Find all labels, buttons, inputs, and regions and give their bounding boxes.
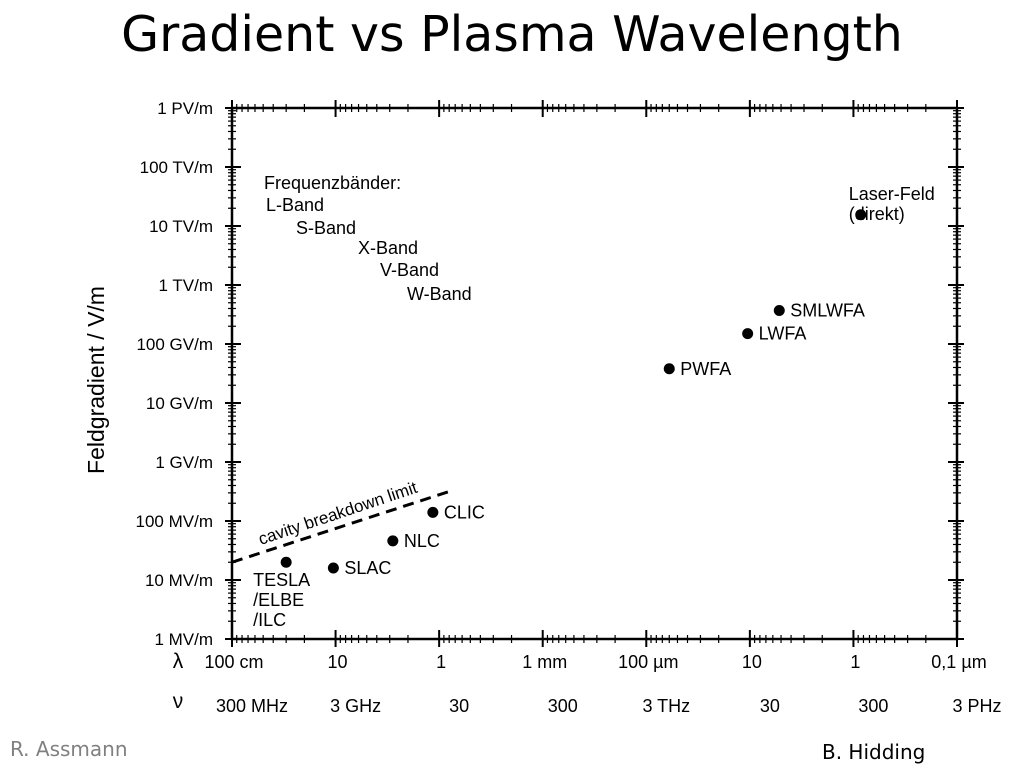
- y-tick-label: 100 MV/m: [136, 512, 213, 531]
- data-point-label: Laser-Feld (direkt): [849, 184, 935, 224]
- frequency-tick-label: 300: [548, 696, 578, 716]
- frequency-tick-label: 30: [449, 696, 469, 716]
- data-point-label-line: /ELBE: [253, 590, 304, 610]
- data-point-label-line: PWFA: [680, 359, 731, 379]
- data-point-label: PWFA: [680, 359, 731, 379]
- band-label: S-Band: [296, 218, 356, 238]
- x-tick-label: 100 µm: [618, 652, 678, 672]
- data-point-label-line: SLAC: [344, 558, 391, 578]
- frequency-axis-symbol: ν: [173, 690, 184, 713]
- y-tick-label: 1 MV/m: [154, 630, 213, 649]
- frequency-tick-label: 3 THz: [642, 696, 690, 716]
- data-point: [855, 209, 867, 221]
- bands-heading: Frequenzbänder:: [264, 173, 401, 193]
- figure-credit: B. Hidding: [822, 740, 926, 764]
- data-point-label: SLAC: [344, 558, 391, 578]
- data-point-label-line: CLIC: [444, 502, 485, 522]
- x-tick-label: 1: [850, 652, 860, 672]
- frequency-axis: 300 MHz 3 GHz 30 300 3 THz 30 300 3 PHz: [216, 696, 1002, 716]
- data-point-label-line: SMLWFA: [790, 300, 865, 320]
- data-point: [427, 506, 439, 518]
- x-axis: 100 cm 10 1 1 mm 100 µm 10 1 0,1 µm: [204, 100, 987, 672]
- y-tick-label: 10 MV/m: [145, 571, 213, 590]
- data-point: [773, 304, 785, 316]
- band-label: V-Band: [380, 260, 439, 280]
- frequency-tick-label: 3 GHz: [330, 696, 381, 716]
- band-label: W-Band: [407, 284, 472, 304]
- data-point: [663, 363, 675, 375]
- plot-frame: [230, 106, 959, 641]
- data-point-label-line: LWFA: [759, 324, 807, 344]
- data-point: [280, 556, 292, 568]
- y-tick-label: 10 GV/m: [146, 394, 213, 413]
- y-tick-label: 1 PV/m: [157, 99, 213, 118]
- x-tick-label: 1 mm: [522, 652, 567, 672]
- data-point-label-line: (direkt): [849, 204, 905, 224]
- frequency-tick-label: 3 PHz: [952, 696, 1001, 716]
- y-axis-label: Feldgradient / V/m: [83, 286, 109, 474]
- band-label: X-Band: [358, 238, 418, 258]
- frequency-tick-label: 30: [760, 696, 780, 716]
- data-point-label: CLIC: [444, 502, 485, 522]
- data-point-label: LWFA: [759, 324, 807, 344]
- frequency-tick-label: 300 MHz: [216, 696, 288, 716]
- y-tick-label: 100 TV/m: [140, 158, 213, 177]
- data-point-label-line: /ILC: [253, 610, 286, 630]
- x-tick-label: 10: [742, 652, 762, 672]
- plot-frame-group: [230, 106, 959, 641]
- y-tick-label: 10 TV/m: [149, 217, 213, 236]
- data-point: [327, 562, 339, 574]
- frequency-tick-label: 300: [858, 696, 888, 716]
- data-point-label: NLC: [404, 531, 440, 551]
- slide-title: Gradient vs Plasma Wavelength: [121, 6, 903, 63]
- y-tick-label: 1 TV/m: [159, 276, 213, 295]
- breakdown-limit-line: [231, 489, 452, 564]
- y-tick-label: 1 GV/m: [155, 453, 213, 472]
- data-point-label-line: Laser-Feld: [849, 184, 935, 204]
- x-tick-label: 10: [328, 652, 348, 672]
- y-tick-label: 100 GV/m: [136, 335, 213, 354]
- data-point-label: TESLA/ELBE/ILC: [253, 570, 310, 630]
- band-label: L-Band: [266, 195, 324, 215]
- data-point-label: SMLWFA: [790, 300, 865, 320]
- data-point: [387, 535, 399, 547]
- author-credit: R. Assmann: [10, 737, 128, 761]
- y-axis: 1 PV/m 100 TV/m 10 TV/m 1 TV/m 100 GV/m 10 GV…: [136, 99, 964, 649]
- data-point-label-line: NLC: [404, 531, 440, 551]
- x-tick-label: 0,1 µm: [931, 652, 986, 672]
- data-point: [742, 328, 754, 340]
- x-tick-label: 1: [436, 652, 446, 672]
- data-point-label-line: TESLA: [253, 570, 310, 590]
- x-tick-label: 100 cm: [204, 652, 263, 672]
- x-axis-symbol: λ: [173, 650, 184, 673]
